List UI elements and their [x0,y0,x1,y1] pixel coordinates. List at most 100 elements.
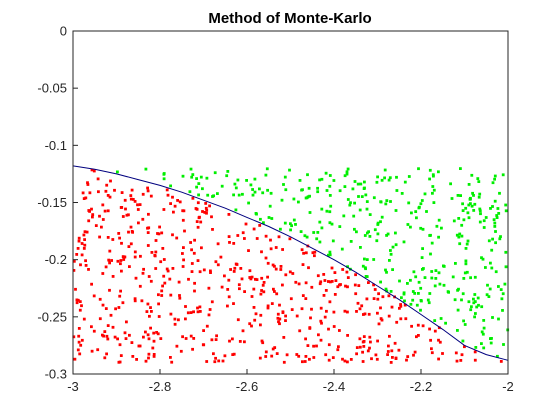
sample-point-above [226,170,230,173]
sample-point-above [460,298,463,302]
sample-point-above [325,209,329,213]
sample-point-above [389,249,392,252]
sample-point-below [98,317,102,321]
sample-point-below [157,302,160,306]
sample-point-below [195,220,199,223]
sample-point-below [121,215,125,218]
sample-point-above [478,192,482,196]
sample-point-above [440,226,443,230]
sample-point-below [285,353,289,357]
sample-point-below [106,337,110,341]
sample-point-above [498,191,501,195]
sample-point-above [292,218,296,222]
sample-point-above [461,339,465,343]
sample-point-below [160,289,164,293]
sample-point-above [496,207,500,210]
sample-point-above [442,264,445,268]
sample-point-below [77,334,81,338]
sample-point-below [152,339,156,343]
sample-point-below [131,355,135,358]
sample-point-below [136,203,139,207]
sample-point-below [72,335,76,339]
sample-point-above [357,195,360,198]
sample-point-above [366,231,369,235]
sample-point-below [147,352,151,356]
sample-point-above [409,225,412,229]
sample-point-below [83,230,87,234]
sample-point-below [103,356,107,360]
sample-point-below [108,195,112,199]
sample-point-below [262,290,266,294]
sample-point-above [338,225,342,228]
sample-point-above [435,224,439,228]
sample-point-below [181,335,184,339]
sample-point-below [399,303,402,306]
sample-point-below [108,261,111,265]
sample-point-above [485,293,489,297]
sample-point-below [253,318,257,322]
sample-point-above [419,286,423,290]
sample-point-below [147,212,150,216]
sample-point-above [169,184,172,188]
sample-point-above [472,209,476,212]
sample-point-below [254,312,258,316]
sample-point-below [109,313,113,317]
sample-point-below [499,360,503,363]
sample-point-below [113,335,117,339]
chart-title: Method of Monte-Karlo [208,10,371,27]
sample-point-above [361,264,365,268]
sample-point-above [372,196,376,200]
sample-point-below [238,340,242,343]
sample-point-below [144,359,148,363]
sample-point-below [276,312,280,316]
sample-point-below [101,218,105,221]
sample-point-below [416,323,420,327]
sample-point-above [478,209,482,213]
sample-point-below [370,357,373,361]
sample-point-above [308,194,311,198]
sample-point-below [319,280,323,284]
sample-point-below [357,284,361,287]
sample-point-above [395,189,399,192]
sample-point-above [501,173,505,177]
sample-point-below [270,354,274,358]
sample-point-below [191,196,195,200]
sample-point-above [437,235,440,239]
sample-point-above [338,189,342,193]
sample-point-above [389,290,393,293]
sample-point-below [403,303,407,307]
sample-point-below [284,314,287,318]
sample-point-above [414,210,418,213]
sample-point-above [437,271,441,275]
sample-point-below [358,337,362,341]
sample-point-above [197,193,200,197]
sample-point-above [385,234,388,237]
sample-point-above [325,189,329,192]
sample-point-below [413,350,417,354]
sample-point-above [469,276,472,280]
sample-point-above [421,247,424,250]
sample-point-above [400,296,403,300]
sample-point-above [305,235,309,239]
sample-point-above [456,308,460,312]
sample-point-above [199,175,203,179]
sample-point-below [389,361,393,364]
sample-point-above [270,217,274,220]
sample-point-above [477,180,481,183]
sample-point-below [240,277,244,281]
sample-point-above [236,178,240,182]
sample-point-above [495,216,499,219]
sample-point-below [405,358,408,362]
sample-point-below [191,347,194,351]
sample-point-above [462,277,466,280]
sample-point-above [298,179,302,182]
sample-point-above [375,180,379,184]
sample-point-above [375,239,379,243]
sample-point-above [452,219,456,223]
sample-point-below [84,259,87,263]
sample-point-below [77,340,81,344]
sample-point-below [232,352,236,356]
sample-point-below [149,326,152,330]
sample-point-below [146,302,150,306]
sample-point-above [491,237,494,241]
